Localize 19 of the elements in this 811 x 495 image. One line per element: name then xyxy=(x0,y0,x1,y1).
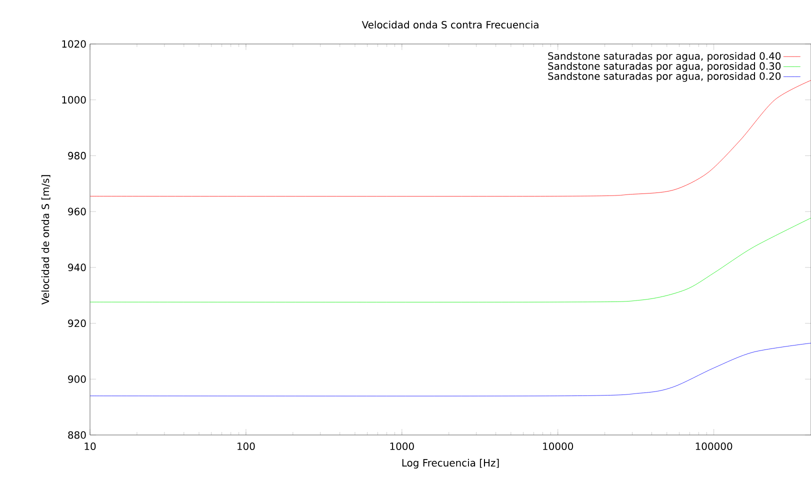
legend-label: Sandstone saturadas por agua, porosidad 0.30 xyxy=(548,62,781,72)
y-tick-label: 960 xyxy=(68,208,86,216)
y-tick-label: 920 xyxy=(68,319,86,328)
y-axis-title: Velocidad de onda S [m/s] xyxy=(41,175,50,305)
y-tick-label: 900 xyxy=(68,375,86,383)
y-tick-label: 940 xyxy=(68,264,86,272)
x-tick-label: 10 xyxy=(84,442,96,450)
y-tick-label: 1000 xyxy=(62,96,86,104)
x-tick-label: 100 xyxy=(238,442,255,450)
x-axis-title: Log Frecuencia [Hz] xyxy=(402,458,499,469)
legend-label: Sandstone saturadas por agua, porosidad 0.40 xyxy=(548,52,781,62)
legend-label: Sandstone saturadas por agua, porosidad 0.20 xyxy=(548,72,781,82)
chart-title: Velocidad onda S contra Frecuencia xyxy=(362,20,538,28)
y-tick-label: 980 xyxy=(68,152,86,160)
y-tick-label: 1020 xyxy=(62,40,86,48)
x-tick-label: 100000 xyxy=(696,442,732,450)
x-tick-label: 10000 xyxy=(543,442,574,450)
y-tick-label: 880 xyxy=(68,431,86,439)
x-tick-label: 1000 xyxy=(390,442,414,450)
